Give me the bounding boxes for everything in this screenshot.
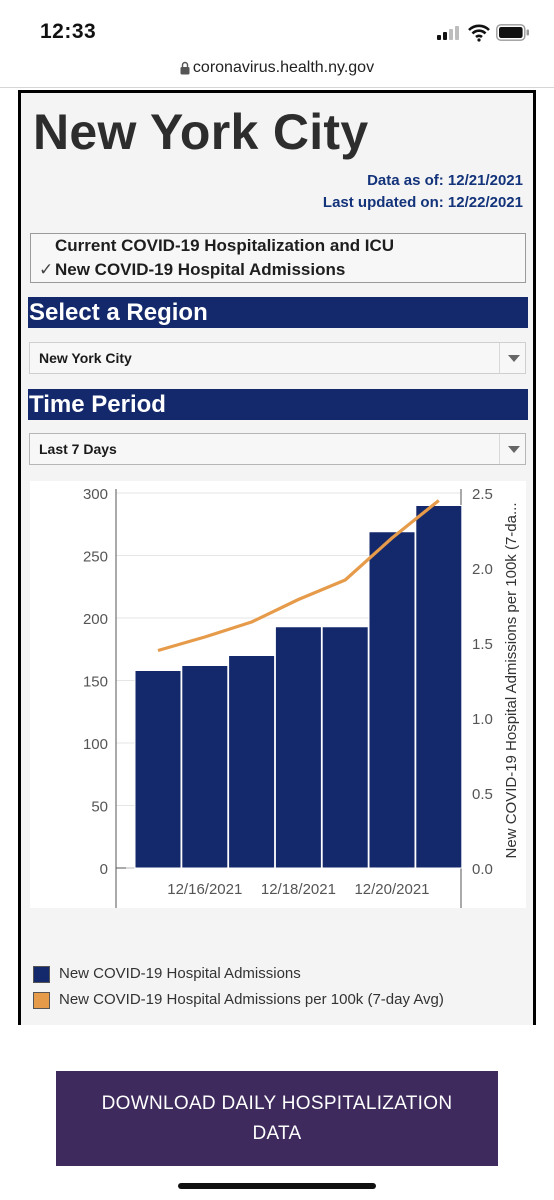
region-header: Select a Region	[28, 297, 528, 328]
address-bar[interactable]: coronavirus.health.ny.gov	[0, 54, 554, 88]
download-button-line-1: DOWNLOAD DAILY HOSPITALIZATION	[101, 1093, 453, 1114]
chart-legend: New COVID-19 Hospital Admissions New COV…	[33, 965, 444, 1017]
y-right-tick-label: 1.0	[472, 711, 493, 728]
time-period-select-value: Last 7 Days	[39, 441, 117, 457]
toggle-label: Current COVID-19 Hospitalization and ICU	[55, 236, 395, 255]
y-right-tick-label: 0.0	[472, 861, 493, 878]
battery-icon	[496, 24, 529, 41]
y-right-tick-label: 2.5	[472, 486, 493, 503]
admissions-chart-svg: 0 50 100 150 200 250 300 0.0 0.5 1.0 1.5 2.0 2.5 12/1…	[83, 486, 520, 908]
last-updated: Last updated on: 12/22/2021	[322, 194, 523, 211]
bar	[228, 655, 276, 869]
region-select-value: New York City	[39, 350, 132, 366]
x-tick-label: 12/16/2021	[167, 881, 242, 898]
y-left-tick-label: 250	[83, 549, 108, 566]
y-left-tick-label: 200	[83, 611, 108, 628]
y-left-tick-label: 100	[83, 736, 108, 753]
y-right-tick-label: 0.5	[472, 786, 493, 803]
y-left-tick-label: 50	[91, 799, 108, 816]
url-text: coronavirus.health.ny.gov	[192, 59, 375, 76]
series-line	[157, 499, 440, 653]
legend-swatch	[33, 966, 50, 983]
legend-swatch	[33, 992, 50, 1009]
wifi-icon	[468, 24, 490, 42]
metric-toggle: Current COVID-19 Hospitalization and ICU…	[30, 233, 526, 283]
lock-icon	[180, 61, 190, 75]
time-period-header: Time Period	[28, 389, 528, 420]
data-as-of: Data as of: 12/21/2021	[367, 172, 523, 189]
toggle-new-admissions[interactable]: ✓ New COVID-19 Hospital Admissions	[39, 260, 345, 280]
dashboard-frame: New York City Data as of: 12/21/2021 Las…	[18, 90, 536, 1025]
download-button-line-2: DATA	[252, 1123, 302, 1144]
admissions-chart: 0 50 100 150 200 250 300 0.0 0.5 1.0 1.5 2.0 2.5 12/1…	[30, 481, 526, 908]
y-right-tick-label: 2.0	[472, 561, 493, 578]
chevron-down-icon[interactable]	[499, 434, 525, 464]
page-title: New York City	[33, 104, 369, 160]
bar	[181, 665, 229, 869]
legend-label: New COVID-19 Hospital Admissions per 100…	[59, 991, 444, 1008]
y-right-axis-label: New COVID-19 Hospital Admissions per 100…	[503, 503, 520, 859]
y-left-tick-label: 150	[83, 674, 108, 691]
bar	[274, 626, 322, 869]
legend-item-admissions[interactable]: New COVID-19 Hospital Admissions	[33, 965, 444, 991]
cellular-signal-icon	[437, 26, 459, 40]
check-mark-icon: ✓	[39, 260, 54, 279]
home-indicator	[178, 1183, 376, 1189]
region-select[interactable]: New York City	[29, 342, 526, 374]
time-period-select[interactable]: Last 7 Days	[29, 433, 526, 465]
toggle-current-hospitalization[interactable]: Current COVID-19 Hospitalization and ICU	[39, 236, 394, 256]
y-left-tick-label: 300	[83, 486, 108, 503]
x-tick-label: 12/20/2021	[354, 881, 429, 898]
legend-label: New COVID-19 Hospital Admissions	[59, 965, 301, 982]
bar	[321, 626, 369, 869]
x-tick-label: 12/18/2021	[261, 881, 336, 898]
status-bar: 12:33	[0, 0, 554, 54]
y-left-tick-label: 0	[100, 861, 108, 878]
bar	[368, 531, 416, 869]
legend-item-per-100k[interactable]: New COVID-19 Hospital Admissions per 100…	[33, 991, 444, 1017]
status-time: 12:33	[40, 20, 97, 43]
bar	[134, 670, 182, 869]
download-data-button[interactable]: DOWNLOAD DAILY HOSPITALIZATION DATA	[56, 1071, 498, 1166]
bar	[415, 505, 463, 869]
y-right-tick-label: 1.5	[472, 636, 493, 653]
chevron-down-icon[interactable]	[499, 343, 525, 373]
toggle-label: New COVID-19 Hospital Admissions	[55, 260, 346, 279]
